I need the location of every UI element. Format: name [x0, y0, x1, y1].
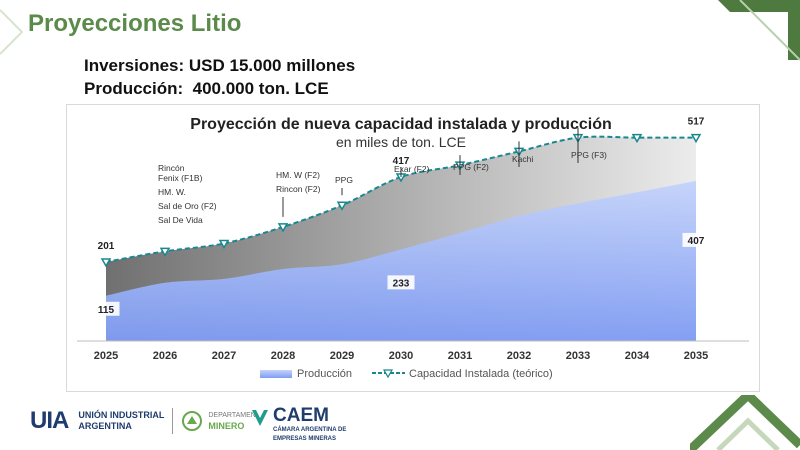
capacity-marker-2026 — [159, 247, 171, 257]
annotation-2031-1: PPG (F2) — [453, 162, 489, 172]
legend-production-label: Producción — [297, 368, 352, 380]
x-tick-label-2030: 2030 — [389, 350, 413, 362]
caem-logo: CAEM CÁMARA ARGENTINA DE EMPRESAS MINERA… — [250, 406, 346, 444]
annotation-2026-2: Fenix (F1B) — [158, 173, 203, 183]
data-label-2025-production: 115 — [98, 305, 115, 316]
annotation-2026-3: HM. W. — [158, 187, 186, 197]
data-label-2030-capacity: 417 — [393, 156, 410, 167]
legend-production-swatch — [260, 370, 292, 378]
uia-logo: UIA UNIÓN INDUSTRIAL ARGENTINA DEPARTAME… — [30, 406, 265, 436]
projection-chart: Proyección de nueva capacidad instalada … — [77, 116, 749, 380]
chart-subtitle: en miles de ton. LCE — [336, 134, 466, 150]
x-tick-label-2035: 2035 — [684, 350, 708, 362]
x-tick-label-2031: 2031 — [448, 350, 472, 362]
annotation-2026-4: Sal de Oro (F2) — [158, 201, 217, 211]
investment-headline: Inversiones: USD 15.000 millones — [84, 56, 356, 75]
corner-decoration-top-left — [0, 9, 24, 55]
mining-department-icon — [182, 411, 203, 431]
capacity-marker-2027 — [218, 239, 230, 249]
x-tick-label-2033: 2033 — [566, 350, 590, 362]
x-tick-label-2028: 2028 — [271, 350, 295, 362]
annotation-2033-1: PPG (F3) — [571, 150, 607, 160]
capacity-marker-2025 — [100, 258, 112, 268]
caem-tagline-line2: EMPRESAS MINERAS — [273, 436, 337, 442]
data-label-bg-2025-production — [92, 301, 120, 316]
annotation-2029-1: PPG — [335, 175, 353, 185]
capacity-marker-2035 — [690, 133, 702, 144]
chart-container: Proyección de nueva capacidad instalada … — [66, 104, 760, 392]
annotation-2028-1: HM. W (F2) — [276, 170, 320, 180]
x-tick-label-2027: 2027 — [212, 350, 236, 362]
annotation-2032-1: Kachi — [512, 154, 533, 164]
uia-name-line2: ARGENTINA — [78, 421, 132, 431]
corner-decoration-top-right — [718, 0, 800, 61]
caem-mountain-icon — [252, 410, 268, 426]
department-name: MINERO — [208, 421, 245, 431]
data-label-bg-2030-production — [387, 275, 415, 290]
legend-capacity-label: Capacidad Instalada (teórico) — [409, 368, 553, 380]
logo-divider — [172, 408, 174, 434]
corner-decoration-bottom-right — [690, 395, 800, 450]
x-tick-label-2026: 2026 — [153, 350, 177, 362]
x-tick-label-2032: 2032 — [507, 350, 531, 362]
data-label-2035-production: 407 — [688, 236, 705, 247]
legend-capacity-marker — [382, 369, 394, 379]
x-tick-label-2029: 2029 — [330, 350, 354, 362]
uia-mark: UIA — [30, 407, 69, 434]
data-label-2025-capacity: 201 — [98, 241, 115, 252]
x-tick-label-2034: 2034 — [625, 350, 650, 362]
data-label-bg-2035-production — [682, 232, 710, 247]
annotation-2030-1: Exar (F2) — [394, 164, 430, 174]
caem-tagline-line1: CÁMARA ARGENTINA DE — [273, 427, 347, 433]
x-tick-label-2025: 2025 — [94, 350, 118, 362]
production-area — [106, 180, 696, 341]
slide-title: Proyecciones Litio — [28, 10, 242, 37]
production-headline: Producción: 400.000 ton. LCE — [84, 79, 329, 98]
department-label: DEPARTAMENTO — [208, 412, 266, 419]
data-label-2035-capacity: 517 — [688, 117, 705, 128]
capacity-marker-2028 — [277, 223, 289, 233]
capacity-marker-2029 — [336, 201, 348, 211]
data-label-2030-production: 233 — [393, 278, 410, 289]
annotation-2026-1: Rincón — [158, 163, 185, 173]
annotation-2028-2: Rincon (F2) — [276, 184, 321, 194]
chart-title: Proyección de nueva capacidad instalada … — [190, 116, 611, 133]
uia-name-line1: UNIÓN INDUSTRIAL — [78, 410, 165, 420]
capacity-marker-2034 — [631, 133, 643, 144]
caem-name: CAEM — [273, 405, 329, 426]
annotation-2026-5: Sal De Vida — [158, 215, 203, 225]
capacity-line — [105, 135, 696, 263]
